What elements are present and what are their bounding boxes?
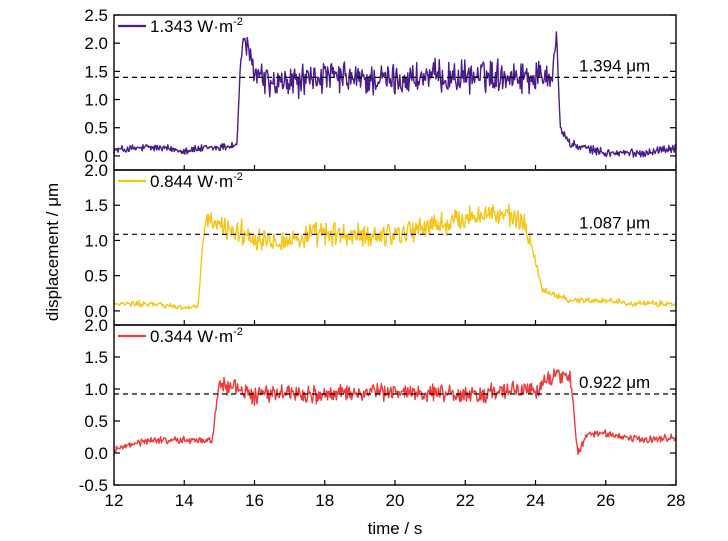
- legend-superscript: -2: [233, 171, 243, 183]
- legend-superscript: -2: [233, 16, 243, 28]
- panels-group: 1.394 μm 2.5 2.0 1.5 1.0 0.5 0.0 1.343 W·m-2 1.0…: [79, 6, 677, 495]
- legend-label-1: 1.343 W·m-2: [150, 16, 243, 36]
- panel-3: 0.922 μm 2.0 1.5 1.0 0.5 0.0 -0.5 0.344 W·m-2: [79, 316, 677, 495]
- x-axis: 12 14 16 18 20 22 24 26 28: [105, 165, 686, 510]
- panel-1: 1.394 μm 2.5 2.0 1.5 1.0 0.5 0.0 1.343 W·m-2: [84, 6, 677, 171]
- panel-frame-3: [113, 324, 677, 486]
- x-tick-label: 14: [175, 491, 194, 510]
- reference-label-1: 1.394 μm: [579, 56, 650, 75]
- y-tick-label: 2.0: [84, 34, 108, 53]
- series-line-2: [114, 203, 676, 310]
- x-tick-label: 16: [245, 491, 264, 510]
- legend-label-3: 0.344 W·m-2: [150, 326, 243, 346]
- y-tick-label: 0.0: [84, 444, 108, 463]
- reference-label-2: 1.087 μm: [579, 213, 650, 232]
- x-tick-label: 24: [526, 491, 545, 510]
- legend-label-2: 0.844 W·m-2: [150, 171, 243, 191]
- panel-2: 1.087 μm 2.0 1.5 1.0 0.5 0.0 0.844 W·m-2: [84, 161, 677, 326]
- series-line-3: [114, 368, 676, 455]
- y-tick-label: 1.5: [84, 62, 108, 81]
- y-axis-title: displacement / μm: [43, 183, 62, 321]
- reference-label-3: 0.922 μm: [579, 373, 650, 392]
- x-tick-label: 28: [667, 491, 686, 510]
- x-axis-title: time / s: [368, 519, 423, 538]
- series-line-1: [114, 31, 676, 158]
- x-tick-label: 22: [456, 491, 475, 510]
- y-tick-label: 2.0: [84, 316, 108, 335]
- x-tick-label: 20: [386, 491, 405, 510]
- y-tick-label: 1.0: [84, 380, 108, 399]
- y-tick-label: 0.5: [84, 412, 108, 431]
- y-tick-label: 2.5: [84, 6, 108, 25]
- y-tick-label: -0.5: [79, 476, 108, 495]
- y-tick-label: 1.0: [84, 91, 108, 110]
- y-tick-label: 1.5: [84, 196, 108, 215]
- x-tick-label: 26: [596, 491, 615, 510]
- x-tick-label: 12: [105, 491, 124, 510]
- y-tick-label: 1.5: [84, 348, 108, 367]
- y-tick-label: 0.0: [84, 302, 108, 321]
- x-tick-label: 18: [315, 491, 334, 510]
- y-tick-label: 0.5: [84, 267, 108, 286]
- y-tick-label: 1.0: [84, 231, 108, 250]
- y-tick-label: 0.0: [84, 147, 108, 166]
- y-tick-label: 2.0: [84, 161, 108, 180]
- y-tick-label: 0.5: [84, 119, 108, 138]
- legend-superscript: -2: [233, 326, 243, 338]
